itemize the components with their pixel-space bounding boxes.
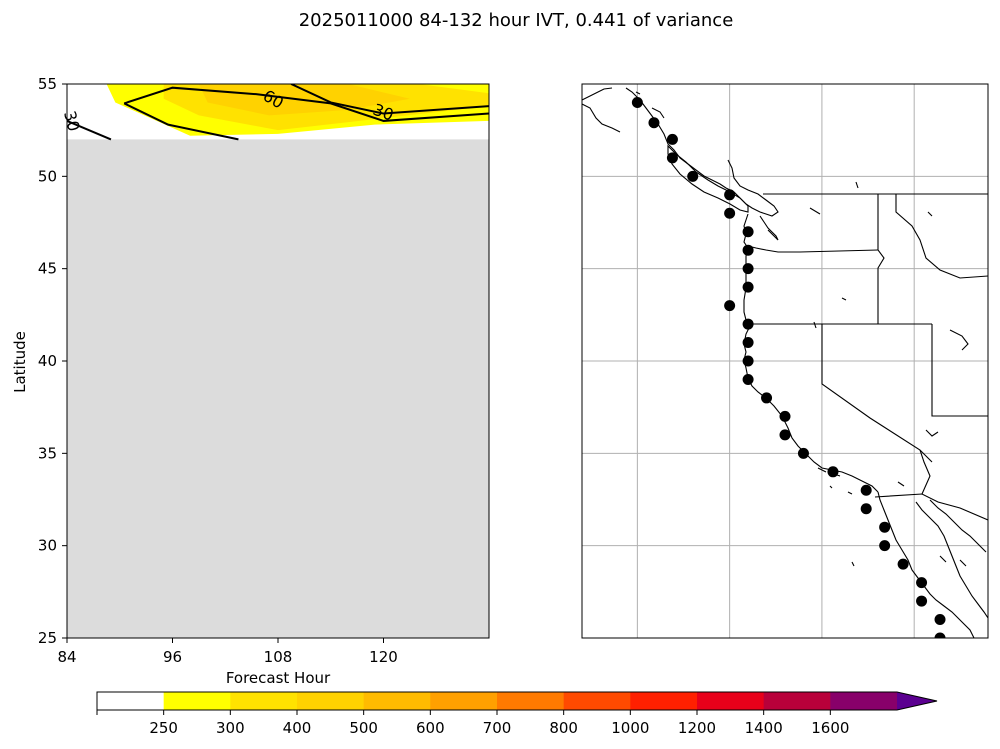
landfall-point xyxy=(934,632,946,638)
idaho-border xyxy=(877,194,988,324)
gulf-of-california xyxy=(915,501,988,619)
landfall-point xyxy=(879,521,891,533)
landfall-point xyxy=(724,207,736,219)
landfall-point xyxy=(779,410,791,422)
landfall-point xyxy=(724,300,736,312)
y-tick-label: 55 xyxy=(38,75,57,93)
x-tick-label: 96 xyxy=(163,648,182,666)
y-tick-label: 50 xyxy=(38,167,57,185)
colorbar-tick-label: 700 xyxy=(483,719,512,737)
colorbar-tick-label: 600 xyxy=(416,719,445,737)
landfall-point xyxy=(742,244,754,256)
colorbar-outline xyxy=(96,691,938,711)
colorbar-ticks: 250 300 400 500 600 700 800 1000 1200 1400 1600 xyxy=(96,710,849,737)
colorbar xyxy=(96,691,938,711)
landfall-point xyxy=(879,540,891,552)
colorbar-segment xyxy=(163,692,231,710)
contour-line-30b xyxy=(67,120,112,141)
y-tick-label: 30 xyxy=(38,537,57,555)
masked-area xyxy=(67,139,489,638)
landfall-point xyxy=(827,466,839,478)
landfall-point xyxy=(916,577,928,589)
landfall-point xyxy=(631,96,643,108)
landfall-point xyxy=(860,503,872,515)
coastline-borders xyxy=(582,87,988,638)
colorbar-segment xyxy=(230,692,298,710)
colorbar-segment xyxy=(430,692,498,710)
landfall-point xyxy=(742,263,754,275)
x-tick-label: 84 xyxy=(57,648,76,666)
wa-or-border xyxy=(747,245,879,253)
landfall-point xyxy=(860,484,872,496)
landfall-points xyxy=(631,96,946,638)
landfall-point xyxy=(742,337,754,349)
lakes xyxy=(809,181,969,567)
contour-line-30 xyxy=(123,86,489,122)
landfall-point xyxy=(687,170,699,182)
colorbar-tick-label: 1600 xyxy=(811,719,849,737)
landfall-point xyxy=(742,373,754,385)
x-tick-label: 108 xyxy=(264,648,293,666)
landfall-point xyxy=(779,429,791,441)
colorbar-segment xyxy=(763,692,831,710)
or-ca-nv-border xyxy=(748,323,988,463)
colorbar-segment xyxy=(563,692,631,710)
colorbar-tick-label: 800 xyxy=(549,719,578,737)
contour-line-60 xyxy=(123,102,239,141)
landfall-point xyxy=(897,558,909,570)
contour-label: 30 xyxy=(60,109,84,134)
az-ca-border xyxy=(919,449,931,495)
x-axis: 84 96 108 120 xyxy=(57,638,398,666)
landfall-point xyxy=(916,595,928,607)
colorbar-segment xyxy=(97,692,165,710)
figure-title: 2025011000 84-132 hour IVT, 0.441 of var… xyxy=(299,10,734,31)
mainland-mexico-coast xyxy=(929,499,987,553)
x-axis-title: Forecast Hour xyxy=(226,669,331,687)
x-tick-label: 120 xyxy=(369,648,398,666)
landfall-point xyxy=(666,133,678,145)
colorbar-segment xyxy=(363,692,431,710)
contour-lines xyxy=(67,84,489,141)
colorbar-segment xyxy=(697,692,765,710)
landfall-point xyxy=(742,281,754,293)
colorbar-extend-arrow xyxy=(897,692,937,710)
map-frame xyxy=(581,83,989,639)
masked-region xyxy=(67,139,489,638)
y-tick-label: 40 xyxy=(38,352,57,370)
y-tick-label: 25 xyxy=(38,629,57,647)
y-axis: 25 30 35 40 45 50 55 xyxy=(38,75,67,647)
colorbar-tick-label: 250 xyxy=(149,719,178,737)
colorbar-tick-label: 1200 xyxy=(678,719,716,737)
landfall-point xyxy=(761,392,773,404)
contour-line-60b xyxy=(290,84,489,115)
colorbar-tick-label: 300 xyxy=(216,719,245,737)
y-tick-label: 45 xyxy=(38,260,57,278)
landfall-point xyxy=(724,189,736,201)
landfall-point xyxy=(934,614,946,626)
y-axis-title: Latitude xyxy=(11,331,29,393)
colorbar-segment xyxy=(497,692,565,710)
colorbar-segment xyxy=(830,692,898,710)
us-pacific-coastline xyxy=(743,213,879,493)
map-panel xyxy=(581,83,989,639)
landfall-point xyxy=(742,226,754,238)
puget-sound xyxy=(759,215,779,241)
colorbar-tick-label: 1400 xyxy=(745,719,783,737)
landfall-point xyxy=(742,355,754,367)
colorbar-segment xyxy=(630,692,698,710)
y-tick-label: 35 xyxy=(38,444,57,462)
colorbar-tick-label: 400 xyxy=(283,719,312,737)
us-mexico-border xyxy=(874,493,988,521)
colorbar-tick-label: 500 xyxy=(349,719,378,737)
landfall-point xyxy=(648,117,660,129)
baja-coastline xyxy=(877,491,975,638)
colorbar-tick-label: 1000 xyxy=(611,719,649,737)
colorbar-segment xyxy=(297,692,365,710)
landfall-point xyxy=(666,152,678,164)
landfall-point xyxy=(742,318,754,330)
landfall-point xyxy=(797,447,809,459)
